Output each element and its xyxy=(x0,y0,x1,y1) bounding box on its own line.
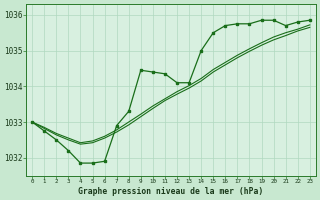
X-axis label: Graphe pression niveau de la mer (hPa): Graphe pression niveau de la mer (hPa) xyxy=(78,187,264,196)
